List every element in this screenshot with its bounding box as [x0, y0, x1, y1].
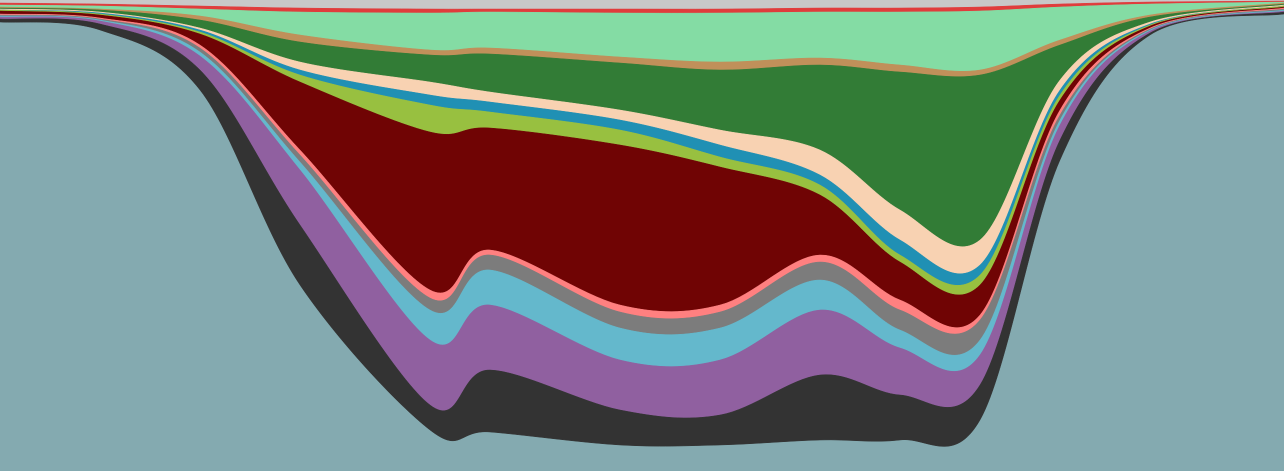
area-layer: [0, 11, 1284, 447]
